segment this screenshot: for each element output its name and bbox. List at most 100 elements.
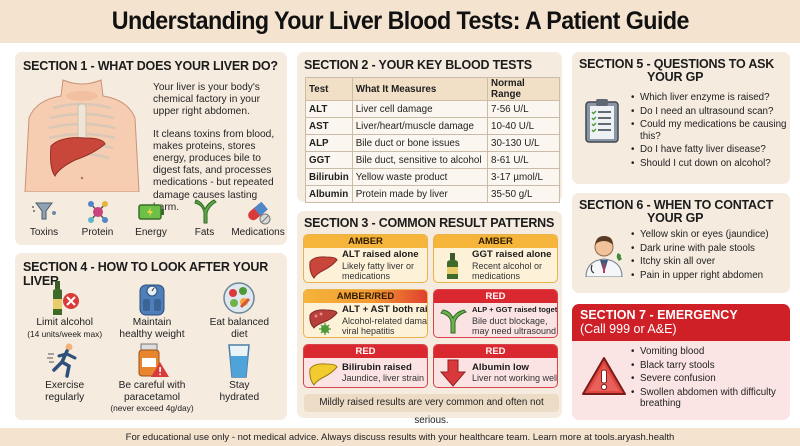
emergency-subtitle: (Call 999 or A&E): [580, 322, 677, 336]
liver-functions-row: Toxins Protein Energy Fats Medications: [19, 199, 285, 238]
no-alcohol-icon: [52, 281, 79, 315]
warning-triangle-icon: [582, 357, 626, 395]
torso-liver-illustration-icon: [24, 79, 140, 192]
questions-list: Which liver enzyme is raised? Do I need …: [631, 92, 789, 172]
molecule-icon: [87, 201, 108, 223]
tip-limit-alcohol: Limit alcohol (14 units/week max): [21, 279, 108, 340]
table-row: Albumin Protein made by liver 35-50 g/L: [305, 185, 560, 203]
list-item: Yellow skin or eyes (jaundice): [631, 229, 789, 241]
section-title: SECTION 2 - YOUR KEY BLOOD TESTS: [304, 58, 532, 72]
severity-badge: RED: [434, 345, 557, 358]
list-item: Should I cut down on alcohol?: [631, 158, 789, 170]
battery-icon: [138, 204, 164, 220]
arrow-down-icon: [439, 359, 467, 387]
list-item: Do I need an ultrasound scan?: [631, 106, 789, 118]
function-label: Fats: [194, 227, 215, 238]
section-blood-tests: SECTION 2 - YOUR KEY BLOOD TESTS Test Wh…: [297, 52, 562, 203]
column-header: Normal Range: [487, 77, 560, 101]
function-medications: Medications: [231, 199, 285, 238]
table-row: GGT Bile duct, sensitive to alcohol 8-61 U…: [305, 151, 560, 169]
clipboard-checklist-icon: [585, 99, 619, 143]
severity-badge: RED: [304, 345, 427, 358]
function-protein: Protein: [73, 199, 123, 238]
function-energy: Energy: [126, 199, 176, 238]
salad-icon: [223, 282, 256, 314]
table-row: Bilirubin Yellow waste product 3-17 µmol/L: [305, 168, 560, 186]
liver-description-2: It cleans toxins from blood, makes prote…: [153, 128, 275, 213]
severity-badge: AMBER: [304, 235, 427, 248]
section-title: SECTION 4 - HOW TO LOOK AFTER YOUR LIVER: [23, 260, 269, 288]
list-item: Swollen abdomen with difficulty breathin…: [631, 387, 789, 410]
section-title: SECTION 3 - COMMON RESULT PATTERNS: [304, 216, 555, 230]
page-header: Understanding Your Liver Blood Tests: A …: [0, 0, 800, 43]
function-label: Toxins: [29, 227, 59, 238]
function-label: Protein: [81, 227, 114, 238]
list-item: Black tarry stools: [631, 360, 789, 372]
bottle-icon: [447, 252, 458, 279]
scale-icon: [139, 284, 165, 316]
list-item: Which liver enzyme is raised?: [631, 92, 789, 104]
section-liver-care: SECTION 4 - HOW TO LOOK AFTER YOUR LIVER…: [15, 253, 287, 420]
section-title: SECTION 7 - EMERGENCY: [580, 308, 738, 322]
pattern-card-albumin-low: RED Albumin low Liver not working well: [433, 344, 558, 388]
pattern-card-bilirubin-raised: RED Bilirubin raised Jaundice, liver str…: [303, 344, 428, 388]
severity-badge: AMBER: [434, 235, 557, 248]
section-title: SECTION 5 - QUESTIONS TO ASK YOUR GP: [579, 57, 775, 84]
pattern-card-alt-ast-raised: AMBER/RED ALT + AST both raised Alcohol-…: [303, 289, 428, 338]
yellow-liver-icon: [309, 363, 338, 386]
function-fats: Fats: [180, 199, 230, 238]
section-result-patterns: SECTION 3 - COMMON RESULT PATTERNS AMBER…: [297, 211, 562, 426]
medicine-warning-icon: [138, 343, 169, 377]
pattern-card-ggt-raised: AMBER GGT raised alone Recent alcohol or…: [433, 234, 558, 283]
emergency-header: SECTION 7 - EMERGENCY (Call 999 or A&E): [572, 304, 790, 341]
tip-paracetamol: Be careful with paracetamol (never excee…: [108, 342, 195, 413]
severity-badge: AMBER/RED: [304, 290, 427, 303]
table-header-row: Test What It Measures Normal Range: [305, 77, 560, 101]
pill-icon: [248, 201, 271, 225]
contact-gp-list: Yellow skin or eyes (jaundice) Dark urin…: [631, 229, 789, 283]
pattern-card-alp-ggt-raised: RED ALP + GGT raised together Bile duct …: [433, 289, 558, 338]
bile-duct-icon: [440, 308, 467, 333]
table-row: AST Liver/heart/muscle damage 10-40 U/L: [305, 117, 560, 135]
runner-icon: [46, 343, 77, 378]
column-header: What It Measures: [351, 77, 489, 101]
tip-hydration: Stay hydrated: [196, 342, 283, 413]
liver-virus-icon: [309, 308, 338, 335]
list-item: Itchy skin all over: [631, 256, 789, 268]
tip-healthy-weight: Maintain healthy weight: [108, 279, 195, 340]
water-glass-icon: [228, 344, 251, 378]
disclaimer-text: For educational use only - not medical a…: [125, 431, 675, 443]
list-item: Dark urine with pale stools: [631, 243, 789, 255]
list-item: Severe confusion: [631, 373, 789, 385]
list-item: Pain in upper right abdomen: [631, 270, 789, 282]
section-liver-function: SECTION 1 - WHAT DOES YOUR LIVER DO? You…: [15, 52, 287, 245]
function-label: Energy: [135, 227, 167, 238]
section-emergency: SECTION 7 - EMERGENCY (Call 999 or A&E) …: [572, 304, 790, 420]
column-header: Test: [305, 77, 353, 101]
footer-disclaimer: For educational use only - not medical a…: [0, 428, 800, 446]
table-row: ALT Liver cell damage 7-56 U/L: [305, 100, 560, 118]
page-title: Understanding Your Liver Blood Tests: A …: [111, 7, 689, 35]
blood-tests-table: Test What It Measures Normal Range ALT Li…: [305, 77, 560, 203]
liver-description-1: Your liver is your body's chemical facto…: [153, 82, 261, 118]
list-item: Do I have fatty liver disease?: [631, 144, 789, 156]
section-contact-gp: SECTION 6 - WHEN TO CONTACT YOUR GP Yell…: [572, 193, 790, 293]
tip-exercise: Exercise regularly: [21, 342, 108, 413]
bile-duct-icon: [193, 199, 217, 224]
section-questions-for-gp: SECTION 5 - QUESTIONS TO ASK YOUR GP Whi…: [572, 52, 790, 184]
pattern-card-alt-raised: AMBER ALT raised alone Likely fatty live…: [303, 234, 428, 283]
severity-badge: RED: [434, 290, 557, 303]
function-toxins: Toxins: [19, 199, 69, 238]
function-label: Medications: [231, 227, 285, 238]
section-title: SECTION 1 - WHAT DOES YOUR LIVER DO?: [23, 59, 278, 73]
list-item: Vomiting blood: [631, 346, 789, 358]
emergency-list: Vomiting blood Black tarry stools Severe…: [631, 346, 789, 412]
table-row: ALP Bile duct or bone issues 30-130 U/L: [305, 134, 560, 152]
section-title: SECTION 6 - WHEN TO CONTACT YOUR GP: [579, 198, 774, 225]
liver-icon: [309, 255, 338, 279]
reassurance-note: Mildly raised results are very common an…: [304, 394, 559, 426]
tip-balanced-diet: Eat balanced diet: [196, 279, 283, 340]
doctor-phone-icon: [585, 236, 623, 277]
filter-icon: [32, 202, 56, 220]
list-item: Could my medications be causing this?: [631, 119, 789, 142]
